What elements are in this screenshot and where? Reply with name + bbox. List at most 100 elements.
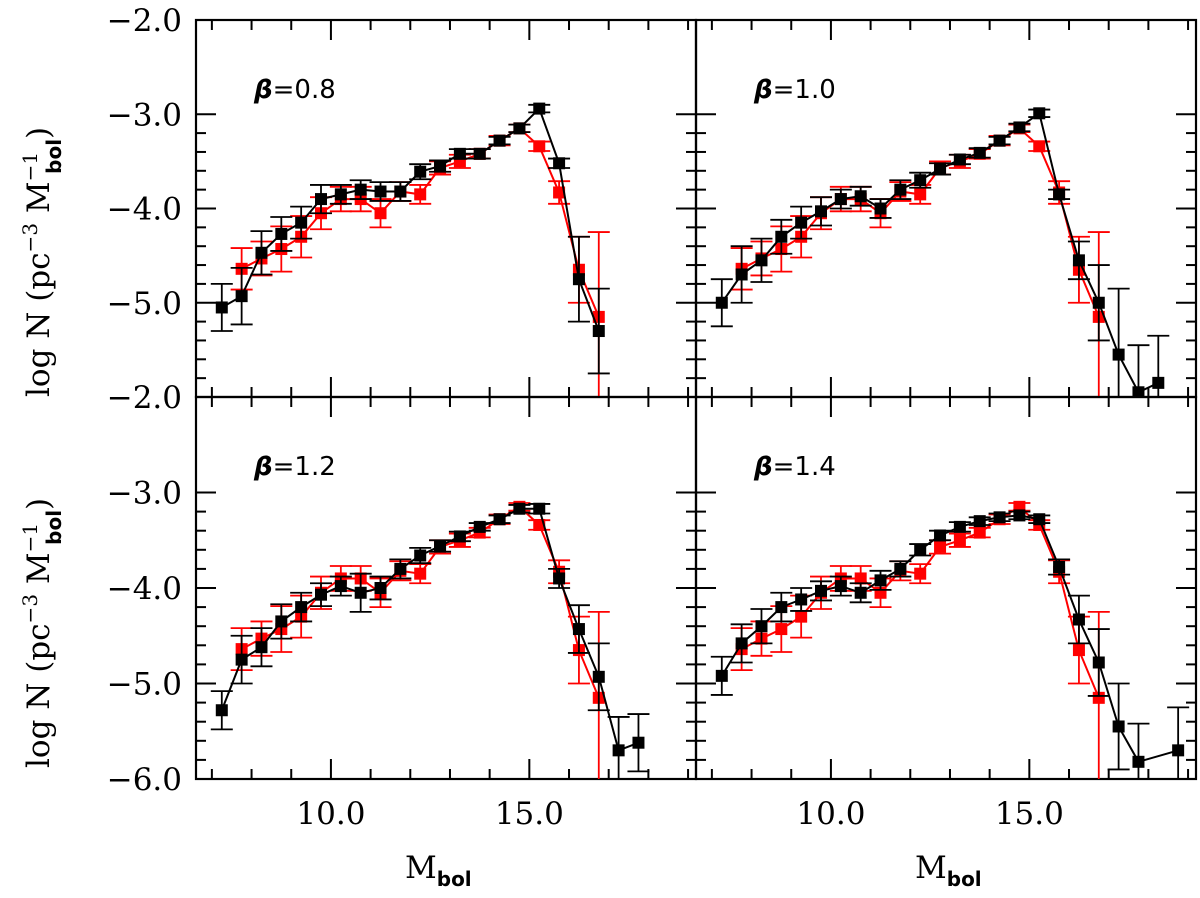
data-point-observed (934, 540, 947, 553)
data-point-model (755, 620, 768, 633)
data-point-model (914, 543, 927, 556)
data-point-model (235, 290, 248, 303)
data-point-model (553, 157, 566, 170)
panel-label: β=0.8 (253, 75, 336, 105)
data-point-observed (854, 572, 867, 585)
data-point-model (513, 502, 526, 515)
data-point-model (315, 588, 327, 601)
data-point-model (973, 146, 986, 159)
data-point-model (493, 134, 506, 147)
data-point-model (815, 584, 827, 597)
data-point-model (834, 193, 847, 206)
data-point-model (1033, 107, 1046, 120)
data-point-model (854, 190, 867, 203)
data-point-model (755, 254, 768, 267)
panel-series (710, 500, 1190, 779)
data-point-model (533, 102, 546, 115)
data-point-model (934, 162, 947, 175)
data-point-model (1152, 376, 1165, 389)
data-point-model (533, 502, 546, 515)
panel-label-value: =0.8 (273, 75, 336, 105)
data-point-model (775, 601, 788, 614)
y-tick-label: −6.0 (107, 762, 182, 798)
data-point-model (1112, 348, 1125, 361)
data-point-model (715, 669, 728, 682)
panel-4: β=1.4 10.0 15.0 (694, 395, 1198, 832)
panel-2: β=1.0 (694, 18, 1198, 399)
data-point-observed (533, 140, 546, 153)
data-point-observed (914, 567, 927, 580)
data-point-observed (1092, 691, 1105, 704)
x-axis-title-right: Mbol (915, 850, 982, 891)
y-tick-label: −3.0 (107, 97, 182, 133)
data-point-model (735, 637, 748, 650)
data-point-model (453, 530, 466, 543)
data-point-model (473, 520, 486, 533)
panel-label-greek: β (753, 75, 773, 105)
data-point-model (775, 230, 788, 243)
data-point-model (894, 183, 907, 196)
data-point-model (394, 185, 407, 198)
data-point-model (513, 122, 526, 135)
panel-label-greek: β (253, 75, 273, 105)
data-point-model (1053, 560, 1066, 573)
data-point-model (914, 174, 927, 187)
data-point-model (1013, 509, 1026, 522)
data-point-model (934, 529, 947, 542)
data-point-model (1053, 188, 1066, 201)
data-point-model (1112, 720, 1125, 733)
data-point-model (953, 520, 966, 533)
data-point-model (434, 160, 447, 173)
data-point-observed (795, 610, 808, 623)
series-line-model (720, 514, 1179, 763)
data-point-model (553, 572, 566, 585)
panel-label: β=1.2 (253, 452, 336, 482)
data-point-model (1172, 744, 1185, 757)
x-axis-title-left: Mbol (405, 850, 472, 891)
panel-label-value: =1.0 (773, 75, 836, 105)
data-point-model (374, 185, 387, 198)
y-tick-label: −4.0 (107, 571, 182, 607)
data-point-model (255, 641, 268, 654)
x-tick-label: 10.0 (296, 796, 365, 832)
data-point-model (354, 183, 367, 196)
data-point-model (1033, 513, 1046, 526)
data-point-observed (1072, 644, 1085, 657)
series-line-model (220, 507, 639, 752)
data-point-model (493, 513, 506, 526)
y-tick-label: −5.0 (107, 286, 182, 322)
data-point-observed (973, 526, 986, 539)
data-point-model (953, 153, 966, 166)
data-point-model (295, 216, 308, 229)
data-point-model (993, 134, 1006, 147)
panel-label: β=1.4 (753, 452, 836, 482)
data-point-model (715, 296, 728, 309)
data-point-model (874, 574, 887, 587)
data-point-model (315, 193, 327, 206)
panel-1: β=0.8 −2.0 −3.0 −4.0 −5.0 (107, 3, 698, 399)
y-axis-title-top: log N (pc−3 M−1bol) (18, 127, 66, 397)
panel-3: β=1.2 −2.0 −3.0 −4.0 −5.0 −6.0 10.0 15.0 (107, 380, 698, 832)
panel-series (210, 500, 650, 779)
data-point-model (354, 586, 367, 599)
panel-label-greek: β (753, 452, 773, 482)
data-point-model (1092, 296, 1105, 309)
data-point-model (735, 268, 748, 281)
y-tick-label: −2.0 (107, 3, 182, 39)
y-tick-label: −4.0 (107, 192, 182, 228)
data-point-model (993, 511, 1006, 524)
data-point-model (1092, 656, 1105, 669)
y-axis-title-bottom: log N (pc−3 M−1bol) (18, 498, 66, 768)
data-point-model (1072, 254, 1085, 267)
data-point-model (1072, 613, 1085, 626)
panel-label-value: =1.2 (273, 452, 336, 482)
data-point-model (834, 580, 847, 593)
data-point-model (255, 246, 268, 259)
data-point-model (592, 670, 605, 683)
y-tick-label: −3.0 (107, 476, 182, 512)
data-point-model (874, 202, 887, 215)
data-point-model (374, 582, 387, 594)
data-point-observed (775, 623, 788, 636)
x-tick-label: 15.0 (495, 796, 564, 832)
data-point-model (854, 586, 867, 599)
